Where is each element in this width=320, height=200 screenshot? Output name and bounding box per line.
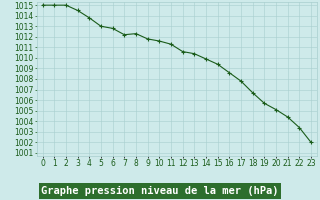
Text: Graphe pression niveau de la mer (hPa): Graphe pression niveau de la mer (hPa) (41, 186, 279, 196)
